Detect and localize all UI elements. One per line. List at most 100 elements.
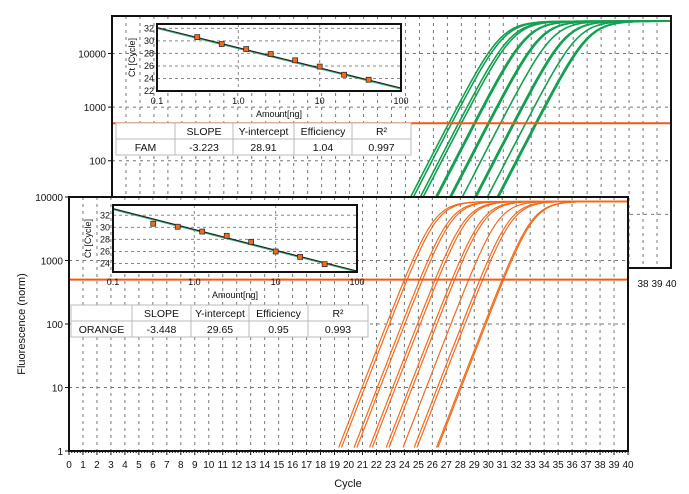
inset-x-tick-label: 0.1	[107, 277, 120, 287]
x-tick-label: 6	[150, 460, 156, 471]
x-tick-label: 40	[622, 460, 634, 471]
y-tick-label: 1000	[84, 103, 107, 114]
inset-y-tick-label: 24	[100, 259, 110, 269]
inset-x-tick-label: 100	[393, 96, 408, 106]
data-point	[199, 228, 206, 235]
x-tick-label: 24	[399, 460, 411, 471]
data-point	[292, 57, 299, 64]
table-value-cell: 1.04	[313, 142, 334, 154]
x-tick-label: 40	[665, 279, 677, 290]
inset-y-tick-label: 32	[100, 210, 110, 220]
data-point	[174, 223, 181, 230]
x-tick-label: 32	[511, 460, 523, 471]
x-tick-label: 21	[357, 460, 369, 471]
x-tick-label: 4	[122, 460, 128, 471]
inset-x-axis-label: Amount[ng]	[256, 109, 302, 119]
x-tick-label: 1	[80, 460, 86, 471]
x-tick-label: 19	[329, 460, 341, 471]
y-tick-label: 1	[57, 447, 63, 458]
x-tick-label: 25	[413, 460, 425, 471]
data-point	[267, 51, 274, 57]
table-value-cell: 0.95	[268, 324, 289, 336]
x-tick-label: 3	[108, 460, 114, 471]
data-point	[248, 238, 255, 245]
table-header-cell: Y-intercept	[195, 308, 245, 320]
x-tick-label: 8	[178, 460, 184, 471]
x-tick-label: 34	[539, 460, 551, 471]
inset-x-tick-label: 1.0	[188, 277, 201, 287]
x-tick-label: 14	[259, 460, 271, 471]
x-tick-label: 13	[245, 460, 257, 471]
inset-y-tick-label: 30	[100, 222, 110, 232]
amplification-curves	[373, 20, 671, 267]
inset-y-tick-label: 26	[100, 246, 110, 256]
inset-y-tick-label: 24	[144, 73, 154, 83]
x-tick-label: 12	[231, 460, 243, 471]
data-point	[243, 46, 250, 52]
x-tick-label: 30	[483, 460, 495, 471]
table-header-cell: Efficiency	[301, 126, 346, 138]
x-tick-label: 20	[343, 460, 355, 471]
inset-y-axis-label: Ct [Cycle]	[127, 38, 137, 77]
x-tick-label: 26	[427, 460, 439, 471]
y-axis-label: Fluorescence (norm)	[16, 273, 28, 374]
data-point	[194, 34, 201, 40]
table-value-cell: -3.223	[189, 142, 219, 154]
x-tick-label: 18	[315, 460, 327, 471]
inset-x-tick-label: 0.1	[151, 96, 164, 106]
data-point	[218, 41, 225, 47]
inset-y-tick-label: 30	[144, 36, 154, 46]
fit-line-shadow	[112, 209, 358, 273]
x-tick-label: 15	[273, 460, 285, 471]
data-point	[316, 63, 323, 70]
x-tick-label: 36	[567, 460, 579, 471]
y-tick-label: 100	[46, 320, 63, 331]
x-tick-label: 31	[497, 460, 509, 471]
table-header-cell: R²	[376, 126, 388, 138]
y-tick-label: 1000	[41, 257, 64, 268]
y-tick-label: 10000	[35, 193, 63, 204]
table-value-cell: 0.993	[325, 324, 351, 336]
inset-x-axis-label: Amount[ng]	[212, 290, 258, 300]
x-tick-label: 27	[441, 460, 453, 471]
inset-y-axis-label: Ct [Cycle]	[83, 219, 93, 258]
x-tick-label: 7	[164, 460, 170, 471]
inset-frame	[112, 204, 358, 273]
data-point	[223, 232, 230, 239]
x-tick-label: 16	[287, 460, 299, 471]
x-tick-label: 17	[301, 460, 313, 471]
x-axis-label: Cycle	[334, 478, 362, 490]
y-tick-label: 10000	[78, 49, 106, 60]
inset-y-tick-label: 32	[144, 23, 154, 33]
x-tick-label: 23	[385, 460, 397, 471]
table-value-cell: 28.91	[250, 142, 276, 154]
inset-x-tick-label: 10	[315, 96, 325, 106]
fit-line	[112, 208, 358, 272]
inset-y-tick-label: 22	[144, 86, 154, 96]
data-point	[341, 71, 348, 78]
x-tick-label: 38	[637, 279, 649, 290]
x-tick-label: 10	[203, 460, 215, 471]
inset-gridlines	[157, 24, 401, 91]
x-tick-label: 9	[192, 460, 198, 471]
amplification-curves	[338, 200, 628, 448]
inset-x-tick-label: 10	[271, 277, 281, 287]
x-tick-label: 39	[651, 279, 663, 290]
inset-y-tick-label: 28	[144, 48, 154, 58]
x-tick-label: 33	[525, 460, 537, 471]
x-tick-label: 38	[594, 460, 606, 471]
table-value-cell: 29.65	[207, 324, 233, 336]
x-tick-label: 39	[608, 460, 620, 471]
table-value-cell: FAM	[135, 142, 157, 154]
amplification-curve	[437, 200, 628, 448]
x-tick-label: 5	[136, 460, 142, 471]
x-tick-label: 11	[218, 460, 229, 471]
table-header-cell: Efficiency	[256, 308, 301, 320]
x-tick-label: 37	[581, 460, 593, 471]
table-header-cell: R²	[332, 308, 344, 320]
x-tick-label: 22	[371, 460, 383, 471]
x-tick-label: 35	[553, 460, 565, 471]
y-tick-label: 100	[89, 157, 106, 168]
table-header-cell: SLOPE	[144, 308, 179, 320]
